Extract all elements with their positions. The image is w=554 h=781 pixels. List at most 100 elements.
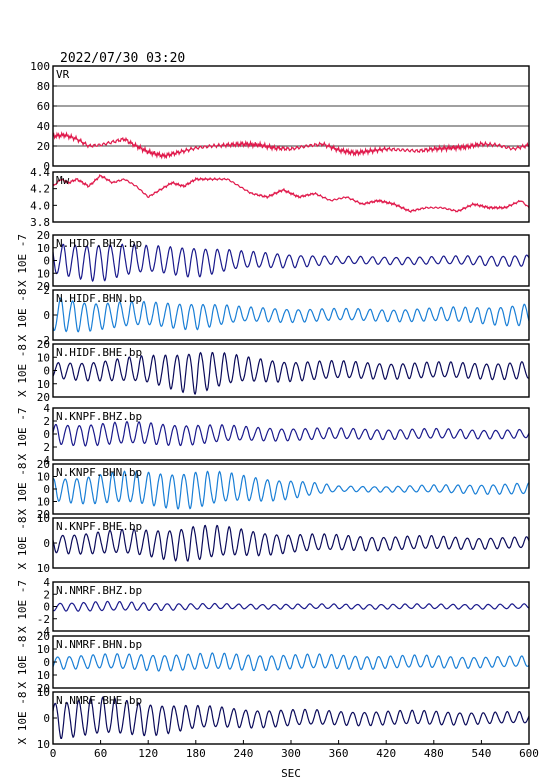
panel-frame xyxy=(52,171,530,223)
series-line xyxy=(52,600,530,612)
panel-title: N.NMRF.BHN.bp xyxy=(56,638,142,651)
panel-n-nmrf-bhz-bp: 420-2-4 N.NMRF.BHZ.bp X 10E -7 xyxy=(16,576,530,638)
y-tick-label: 20 xyxy=(37,458,50,471)
x-tick-label: 480 xyxy=(424,747,444,760)
x-tick-label: 180 xyxy=(186,747,206,760)
series-line xyxy=(52,470,530,510)
y-tick-label: 2 xyxy=(43,588,50,601)
x-tick-label: 300 xyxy=(281,747,301,760)
panel-mw: 4.4 4.2 4.0 3.8 Mw xyxy=(30,166,530,229)
panel-title: N.NMRF.BHZ.bp xyxy=(56,584,142,597)
y-tick-label: 0 xyxy=(43,365,50,378)
panel-title: N.NMRF.BHE.bp xyxy=(56,694,142,707)
y-tick-label: 4.4 xyxy=(30,166,50,179)
y-tick-label: 10 xyxy=(37,738,50,751)
y-tick-label: 20 xyxy=(37,391,50,404)
x-tick-label: 60 xyxy=(94,747,107,760)
y-tick-label: 100 xyxy=(30,60,50,73)
y-tick-label: 10 xyxy=(37,351,50,364)
y-tick-label: 20 xyxy=(37,140,50,153)
x-tick-label: 120 xyxy=(138,747,158,760)
y-tick-label: 20 xyxy=(37,630,50,643)
panel-vr: 100 80 60 40 20 0 VR xyxy=(30,60,530,173)
series-line xyxy=(52,524,530,562)
header-datetime: 2022/07/30 03:20 xyxy=(60,51,185,66)
y-tick-label: 60 xyxy=(37,100,50,113)
y-unit-label: X 10E -7 xyxy=(16,408,29,461)
y-tick-label: 0 xyxy=(43,255,50,268)
y-tick-label: 0 xyxy=(43,712,50,725)
y-unit-label: X 10E -8 xyxy=(16,289,29,342)
y-tick-label: 0 xyxy=(43,656,50,669)
panel-title: N.KNPF.BHN.bp xyxy=(56,466,142,479)
y-tick-label: 10 xyxy=(37,562,50,575)
x-tick-label: 540 xyxy=(471,747,491,760)
y-unit-label: X 10E -8 xyxy=(16,692,29,745)
y-tick-label: 2 xyxy=(43,441,50,454)
y-unit-label: X 10E -8 xyxy=(16,517,29,570)
panel-frame xyxy=(52,65,530,167)
x-tick-label: 240 xyxy=(233,747,253,760)
y-unit-label: X 10E -7 xyxy=(16,580,29,633)
panel-title: Mw xyxy=(56,174,70,187)
y-tick-label: 80 xyxy=(37,80,50,93)
y-tick-label: 0 xyxy=(43,537,50,550)
panel-title: VR xyxy=(56,68,70,81)
panel-n-knpf-bhe-bp: 10 0 10 N.KNPF.BHE.bp X 10E -8 xyxy=(16,512,530,575)
y-tick-label: 4 xyxy=(43,576,50,589)
y-tick-label: 0 xyxy=(43,160,50,173)
y-tick-label: 2 xyxy=(43,284,50,297)
x-axis-title: SEC xyxy=(281,767,301,780)
y-tick-label: 20 xyxy=(37,280,50,293)
panel-title: N.KNPF.BHE.bp xyxy=(56,520,142,533)
y-tick-label: 4 xyxy=(43,402,50,415)
y-tick-label: 20 xyxy=(37,338,50,351)
panel-title: N.KNPF.BHZ.bp xyxy=(56,410,142,423)
y-tick-label: -2 xyxy=(37,613,50,626)
y-tick-label: 4.0 xyxy=(30,199,50,212)
y-unit-label: X 10E -8 xyxy=(16,463,29,516)
panel-title: N.HIDF.BHE.bp xyxy=(56,346,142,359)
y-tick-label: 10 xyxy=(37,669,50,682)
y-unit-label: X 10E -8 xyxy=(16,636,29,689)
panels: 100806040200VR4.44.24.03.8Mw201001020N.H… xyxy=(16,60,530,751)
y-tick-label: 10 xyxy=(37,378,50,391)
series-line xyxy=(52,243,530,283)
x-tick-label: 360 xyxy=(329,747,349,760)
y-tick-label: 0 xyxy=(43,483,50,496)
panel-title: N.HIDF.BHN.bp xyxy=(56,292,142,305)
y-tick-label: 3.8 xyxy=(30,216,50,229)
x-tick-label: 420 xyxy=(376,747,396,760)
y-tick-label: 10 xyxy=(37,242,50,255)
y-tick-label: -4 xyxy=(37,625,51,638)
y-tick-label: 10 xyxy=(37,496,50,509)
series-line xyxy=(52,351,530,395)
y-tick-label: 20 xyxy=(37,682,50,695)
y-tick-label: 40 xyxy=(37,120,50,133)
series-line xyxy=(52,652,530,672)
y-tick-label: 10 xyxy=(37,512,50,525)
y-tick-label: 10 xyxy=(37,686,50,699)
x-tick-label: 600 xyxy=(519,747,539,760)
y-tick-label: -2 xyxy=(37,334,50,347)
series-line xyxy=(52,297,530,333)
panel-n-hidf-bhn-bp: 2 0 -2 N.HIDF.BHN.bp X 10E -8 xyxy=(16,284,530,347)
y-tick-label: 4 xyxy=(43,454,50,467)
series-line xyxy=(52,174,530,214)
y-tick-label: 2 xyxy=(43,415,50,428)
y-tick-label: 0 xyxy=(43,428,50,441)
y-unit-label: X 10E -8 xyxy=(16,344,29,397)
panel-title: N.HIDF.BHZ.bp xyxy=(56,237,142,250)
y-tick-label: 10 xyxy=(37,643,50,656)
y-unit-label: X 10E -7 xyxy=(16,234,29,287)
series-line xyxy=(52,130,530,160)
y-tick-label: 0 xyxy=(43,601,50,614)
y-tick-label: 20 xyxy=(37,508,50,521)
y-tick-label: 4.2 xyxy=(30,183,50,196)
x-tick-label: 0 xyxy=(50,747,57,760)
